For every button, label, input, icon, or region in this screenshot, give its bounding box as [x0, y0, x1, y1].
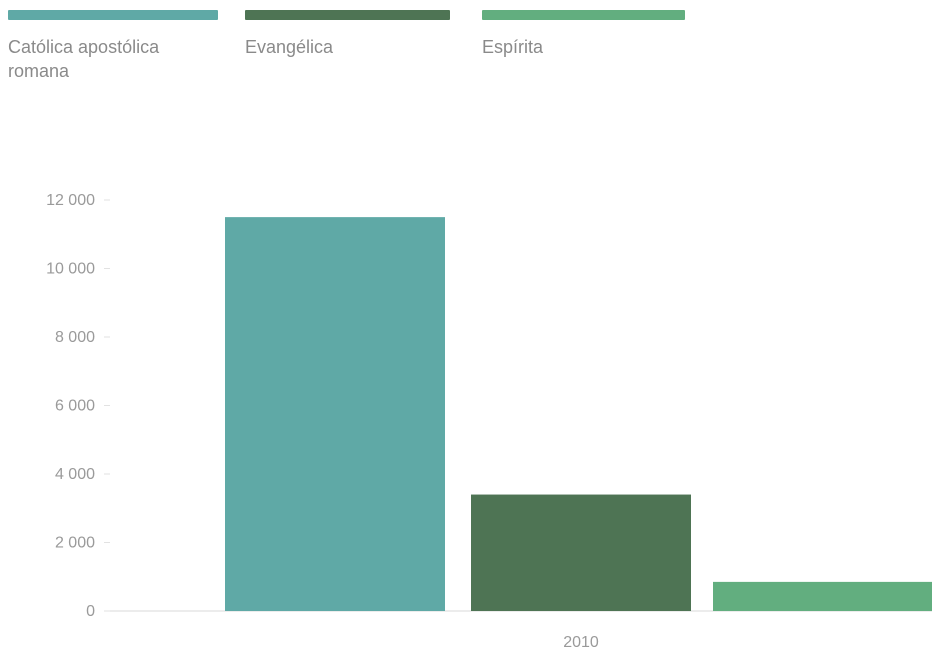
legend-label-espirita: Espírita: [482, 37, 544, 57]
x-category-label: 2010: [563, 634, 599, 651]
legend-label-catolica: Católica apostólica romana: [8, 37, 160, 81]
y-tick-label: 2 000: [55, 535, 95, 552]
y-tick-label: 8 000: [55, 329, 95, 346]
legend-item-catolica: Católica apostólica romana: [8, 10, 218, 83]
y-tick-label: 4 000: [55, 466, 95, 483]
chart-legend: Católica apostólica romana Evangélica Es…: [0, 10, 932, 120]
y-tick-label: 0: [86, 603, 95, 620]
legend-swatch-evangelica: [245, 10, 450, 20]
y-tick-label: 12 000: [46, 192, 95, 209]
legend-item-evangelica: Evangélica: [245, 10, 450, 59]
legend-label-evangelica: Evangélica: [245, 37, 334, 57]
legend-swatch-espirita: [482, 10, 685, 20]
legend-item-espirita: Espírita: [482, 10, 685, 59]
bar-series-3: [713, 581, 932, 611]
legend-swatch-catolica: [8, 10, 218, 20]
y-tick-label: 10 000: [46, 261, 95, 278]
bar-series-2: [471, 494, 691, 611]
y-tick-label: 6 000: [55, 398, 95, 415]
bar-series-1: [225, 217, 445, 611]
